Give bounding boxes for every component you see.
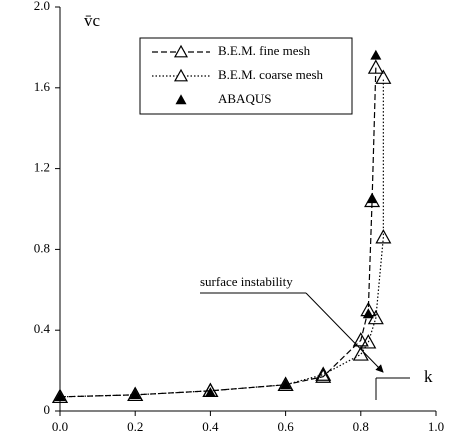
data-point <box>352 346 369 361</box>
data-point <box>352 332 369 347</box>
x-axis-label: k <box>424 367 433 386</box>
series-line <box>59 67 377 398</box>
y-axis-label: v̄c <box>84 11 101 30</box>
data-point <box>366 193 378 204</box>
legend-label: B.E.M. fine mesh <box>218 43 311 58</box>
legend-box <box>139 37 353 115</box>
legend-marker <box>173 44 189 58</box>
data-point <box>315 366 332 381</box>
legend-marker <box>175 94 187 105</box>
data-point <box>127 386 144 402</box>
data-point <box>315 368 332 383</box>
x-tick-label: 1.0 <box>428 419 444 434</box>
legend-label: B.E.M. coarse mesh <box>218 67 324 82</box>
x-tick-label: 0.6 <box>277 419 294 434</box>
data-point <box>51 388 69 404</box>
data-point <box>367 59 384 74</box>
data-point <box>360 334 377 349</box>
data-point <box>375 69 392 84</box>
y-tick-label: 1.6 <box>34 79 51 94</box>
series-line <box>59 77 384 398</box>
y-tick-label: 0 <box>44 402 51 417</box>
data-point <box>54 391 66 402</box>
legend-label: ABAQUS <box>218 91 271 106</box>
data-point <box>277 376 294 391</box>
y-tick-label: 2.0 <box>34 0 50 13</box>
data-point <box>375 229 392 244</box>
data-point <box>204 387 216 398</box>
data-point <box>370 49 382 60</box>
annotation-arrow <box>305 292 384 373</box>
y-tick-label: 0.8 <box>34 240 50 255</box>
x-tick-label: 0.4 <box>202 419 219 434</box>
data-point <box>280 379 292 389</box>
legend-marker <box>173 68 189 82</box>
y-tick-label: 0.4 <box>34 321 51 336</box>
x-tick-label: 0.0 <box>52 419 68 434</box>
annotation: surface instability <box>200 274 293 289</box>
x-tick-label: 0.8 <box>353 419 369 434</box>
x-tick-label: 0.2 <box>127 419 143 434</box>
y-tick-label: 1.2 <box>34 160 50 175</box>
data-point <box>129 389 141 400</box>
data-point <box>362 308 374 319</box>
